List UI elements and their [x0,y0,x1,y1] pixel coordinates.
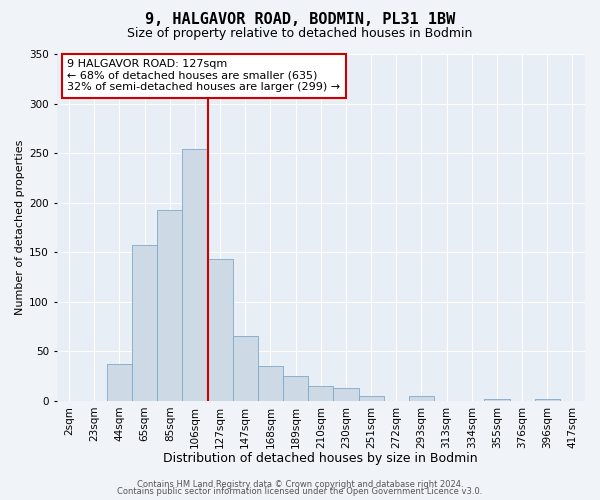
Text: Size of property relative to detached houses in Bodmin: Size of property relative to detached ho… [127,28,473,40]
Text: Contains public sector information licensed under the Open Government Licence v3: Contains public sector information licen… [118,487,482,496]
Bar [535,399,560,401]
Text: 9, HALGAVOR ROAD, BODMIN, PL31 1BW: 9, HALGAVOR ROAD, BODMIN, PL31 1BW [145,12,455,28]
Bar [484,399,509,401]
Bar [283,376,308,401]
Bar [208,259,233,401]
Bar [308,386,334,401]
Bar [233,336,258,401]
Bar [107,364,132,401]
Bar [258,366,283,401]
X-axis label: Distribution of detached houses by size in Bodmin: Distribution of detached houses by size … [163,452,478,465]
Text: 9 HALGAVOR ROAD: 127sqm
← 68% of detached houses are smaller (635)
32% of semi-d: 9 HALGAVOR ROAD: 127sqm ← 68% of detache… [67,59,340,92]
Text: Contains HM Land Registry data © Crown copyright and database right 2024.: Contains HM Land Registry data © Crown c… [137,480,463,489]
Y-axis label: Number of detached properties: Number of detached properties [15,140,25,315]
Bar [409,396,434,401]
Bar [132,246,157,401]
Bar [359,396,383,401]
Bar [334,388,359,401]
Bar [182,149,208,401]
Bar [157,210,182,401]
